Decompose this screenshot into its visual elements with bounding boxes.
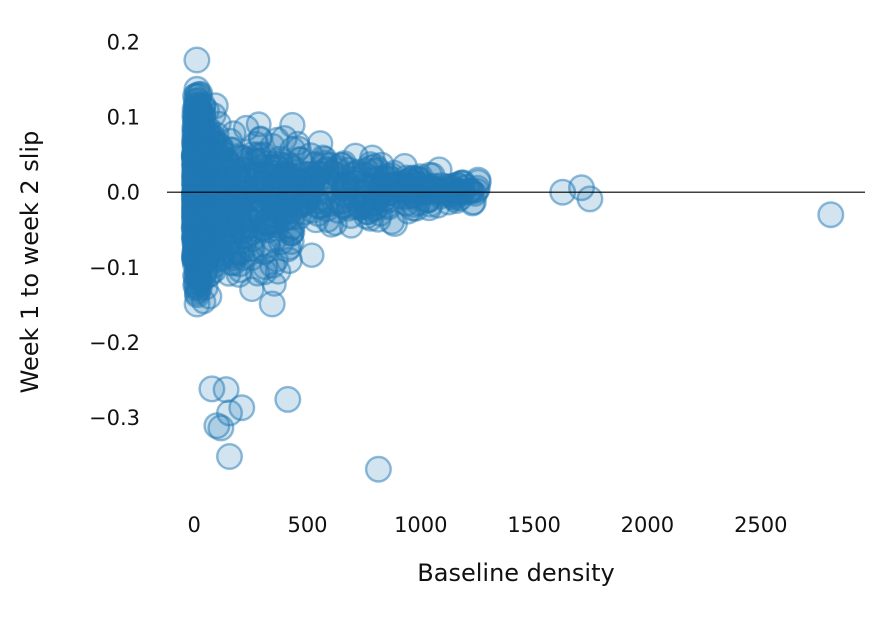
scatter-point <box>258 290 286 318</box>
scatter-point <box>261 271 287 297</box>
scatter-point <box>393 183 419 210</box>
x-axis-label: Baseline density <box>417 559 614 587</box>
scatter-point <box>407 174 435 201</box>
scatter-point <box>392 164 420 192</box>
x-tick-label: 1500 <box>507 513 560 537</box>
scatter-point <box>310 144 336 170</box>
scatter-point <box>270 189 297 216</box>
scatter-point <box>259 251 287 279</box>
y-tick-label: 0.2 <box>107 31 140 55</box>
scatter-point <box>349 188 375 214</box>
scatter-point <box>183 46 211 74</box>
scatter-point <box>227 258 253 284</box>
scatter-point <box>279 111 306 139</box>
scatter-point <box>239 220 265 246</box>
scatter-point <box>215 443 243 471</box>
y-tick-label: −0.2 <box>89 331 140 355</box>
scatter-point <box>208 242 236 269</box>
scatter-point <box>318 212 344 238</box>
scatter-point <box>239 157 267 184</box>
scatter-point <box>325 165 352 192</box>
y-tick-label: −0.3 <box>89 406 140 430</box>
scatter-point <box>274 385 302 413</box>
scatter-point <box>210 145 236 171</box>
scatter-point <box>362 196 388 222</box>
scatter-point <box>247 126 273 152</box>
scatter-point <box>459 190 486 217</box>
x-tick-label: 500 <box>287 513 327 537</box>
y-tick-label: −0.1 <box>89 256 140 280</box>
x-tick-label: 1000 <box>394 513 447 537</box>
scatter-point <box>203 129 229 156</box>
scatter-point <box>817 201 845 229</box>
scatter-point <box>576 185 604 213</box>
scatter-point <box>201 92 229 120</box>
scatter-point <box>183 290 211 318</box>
scatter-point <box>449 169 476 195</box>
x-tick-label: 2500 <box>734 513 787 537</box>
scatter-point <box>439 177 467 205</box>
y-axis-label: Week 1 to week 2 slip <box>16 131 44 394</box>
y-tick-label: 0.0 <box>107 181 140 205</box>
scatter-point <box>364 455 392 483</box>
x-tick-label: 0 <box>188 513 201 537</box>
scatter-point <box>364 156 391 183</box>
y-tick-label: 0.1 <box>107 106 140 130</box>
scatter-point <box>196 260 224 288</box>
scatter-point <box>298 242 325 268</box>
scatter-point <box>198 375 226 403</box>
scatter-point <box>197 164 224 191</box>
tick-labels: 0 500 1000 1500 2000 2500 0.2 0.1 0.0 −0.1 −0.2 −0.… <box>89 31 788 538</box>
scatter-point <box>207 414 235 442</box>
scatter-point <box>306 192 334 220</box>
scatter-cloud <box>180 80 492 315</box>
scatter-point <box>416 190 444 218</box>
scatter-point <box>268 151 295 178</box>
x-tick-label: 2000 <box>621 513 674 537</box>
scatter-point <box>301 166 327 192</box>
scatter-point <box>183 154 211 181</box>
